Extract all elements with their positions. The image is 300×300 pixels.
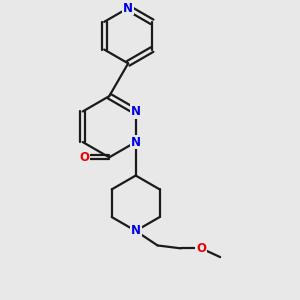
Text: N: N: [131, 136, 141, 148]
Text: O: O: [80, 151, 89, 164]
Text: O: O: [196, 242, 206, 255]
Text: N: N: [131, 105, 141, 118]
Text: N: N: [123, 2, 133, 14]
Text: N: N: [131, 224, 141, 237]
